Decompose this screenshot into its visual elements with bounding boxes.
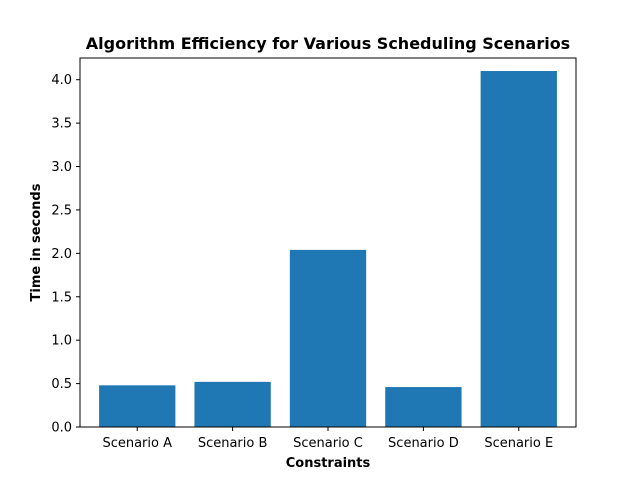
y-axis: 0.0 0.5 1.0 1.5 2.0 2.5 3.0 3.5 4.0 [51,73,80,436]
bars-layer [99,71,557,428]
y-tick-label: 3.5 [51,117,72,132]
y-tick-label: 2.5 [51,203,72,218]
x-tick-label: Scenario A [102,436,172,451]
x-tick-label: Scenario B [198,436,268,451]
y-tick-label: 0.0 [51,421,72,436]
bar-scenario-a [99,385,176,427]
y-tick-label: 3.0 [51,160,72,175]
x-tick-label: Scenario D [388,436,459,451]
y-tick-label: 4.0 [51,73,72,88]
plot-frame [79,57,577,428]
bar-scenario-d [385,387,462,427]
bar-scenario-c [289,249,367,427]
x-tick-label: Scenario E [484,436,553,451]
x-tick-label: Scenario C [293,436,363,451]
x-axis-label: Constraints [286,456,371,471]
y-tick-label: 2.0 [51,247,72,262]
bar-scenario-b [194,381,271,427]
y-tick-label: 1.0 [51,334,72,349]
y-axis-label: Time in seconds [29,183,44,301]
chart-title: Algorithm Efficiency for Various Schedul… [86,34,570,53]
y-tick-label: 1.5 [51,290,72,305]
bar-scenario-e [480,71,557,428]
y-tick-label: 0.5 [51,377,72,392]
x-axis: Scenario A Scenario B Scenario C Scenario D… [102,427,553,451]
